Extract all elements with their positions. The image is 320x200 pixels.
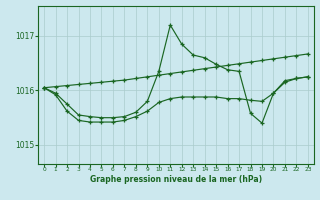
X-axis label: Graphe pression niveau de la mer (hPa): Graphe pression niveau de la mer (hPa) bbox=[90, 175, 262, 184]
